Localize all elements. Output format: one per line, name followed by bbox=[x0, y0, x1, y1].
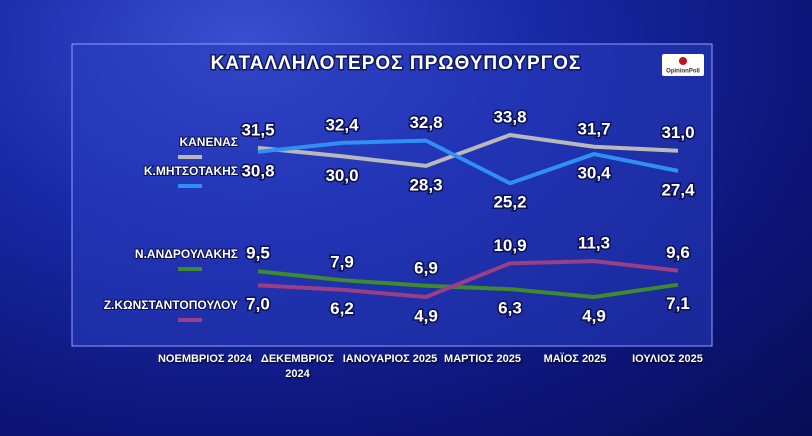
data-label: 7,9 bbox=[330, 253, 354, 272]
x-tick-label: ΜΑΪΟΣ 2025 bbox=[543, 353, 607, 365]
data-label: 32,8 bbox=[409, 113, 442, 132]
data-label: 30,4 bbox=[577, 164, 611, 183]
data-label: 7,1 bbox=[666, 294, 690, 313]
x-tick-label: ΜΑΡΤΙΟΣ 2025 bbox=[444, 353, 521, 365]
data-label: 7,0 bbox=[246, 295, 270, 314]
data-label: 6,2 bbox=[330, 299, 354, 318]
data-label: 6,9 bbox=[414, 258, 438, 277]
chart-title: ΚΑΤΑΛΛΗΛΟΤΕΡΟΣ ΠΡΩΘΥΠΟΥΡΓΟΣ bbox=[211, 53, 582, 74]
x-tick-label: ΔΕΚΕΜΒΡΙΟΣ 2024 bbox=[260, 353, 335, 380]
legend-label: ΚΑΝΕΝΑΣ bbox=[179, 135, 238, 149]
legend-label: Κ.ΜΗΤΣΟΤΑΚΗΣ bbox=[144, 164, 238, 178]
legend-label: Ζ.ΚΩΝΣΤΑΝΤΟΠΟΥΛΟΥ bbox=[104, 298, 238, 312]
x-tick-label: ΙΑΝΟΥΑΡΙΟΣ 2025 bbox=[342, 353, 438, 365]
data-label: 4,9 bbox=[414, 306, 438, 325]
data-label: 25,2 bbox=[493, 193, 526, 212]
data-label: 30,0 bbox=[325, 166, 358, 185]
data-label: 10,9 bbox=[493, 236, 526, 255]
x-tick-label: ΙΟΥΛΙΟΣ 2025 bbox=[632, 353, 703, 365]
logo-dot bbox=[679, 57, 687, 65]
data-label: 32,4 bbox=[325, 115, 359, 134]
series-line bbox=[257, 133, 679, 168]
data-label: 27,4 bbox=[661, 180, 695, 199]
data-label: 31,0 bbox=[661, 123, 694, 142]
data-label: 6,3 bbox=[498, 299, 522, 318]
data-label: 33,8 bbox=[493, 107, 526, 126]
data-label: 11,3 bbox=[578, 234, 610, 253]
data-label: 31,7 bbox=[577, 119, 610, 138]
data-label: 28,3 bbox=[409, 175, 442, 194]
x-tick-label: ΝΟΕΜΒΡΙΟΣ 2024 bbox=[157, 353, 253, 365]
series-line bbox=[257, 259, 679, 299]
series-line bbox=[257, 269, 679, 299]
data-label: 4,9 bbox=[582, 306, 606, 325]
data-label: 31,5 bbox=[241, 120, 274, 139]
data-label: 9,5 bbox=[246, 244, 270, 263]
data-label: 9,6 bbox=[666, 243, 690, 262]
logo-text: OpinionPoll bbox=[666, 69, 700, 75]
series-line bbox=[257, 138, 679, 186]
data-label: 30,8 bbox=[241, 161, 274, 180]
legend-label: Ν.ΑΝΔΡΟΥΛΑΚΗΣ bbox=[135, 247, 238, 261]
